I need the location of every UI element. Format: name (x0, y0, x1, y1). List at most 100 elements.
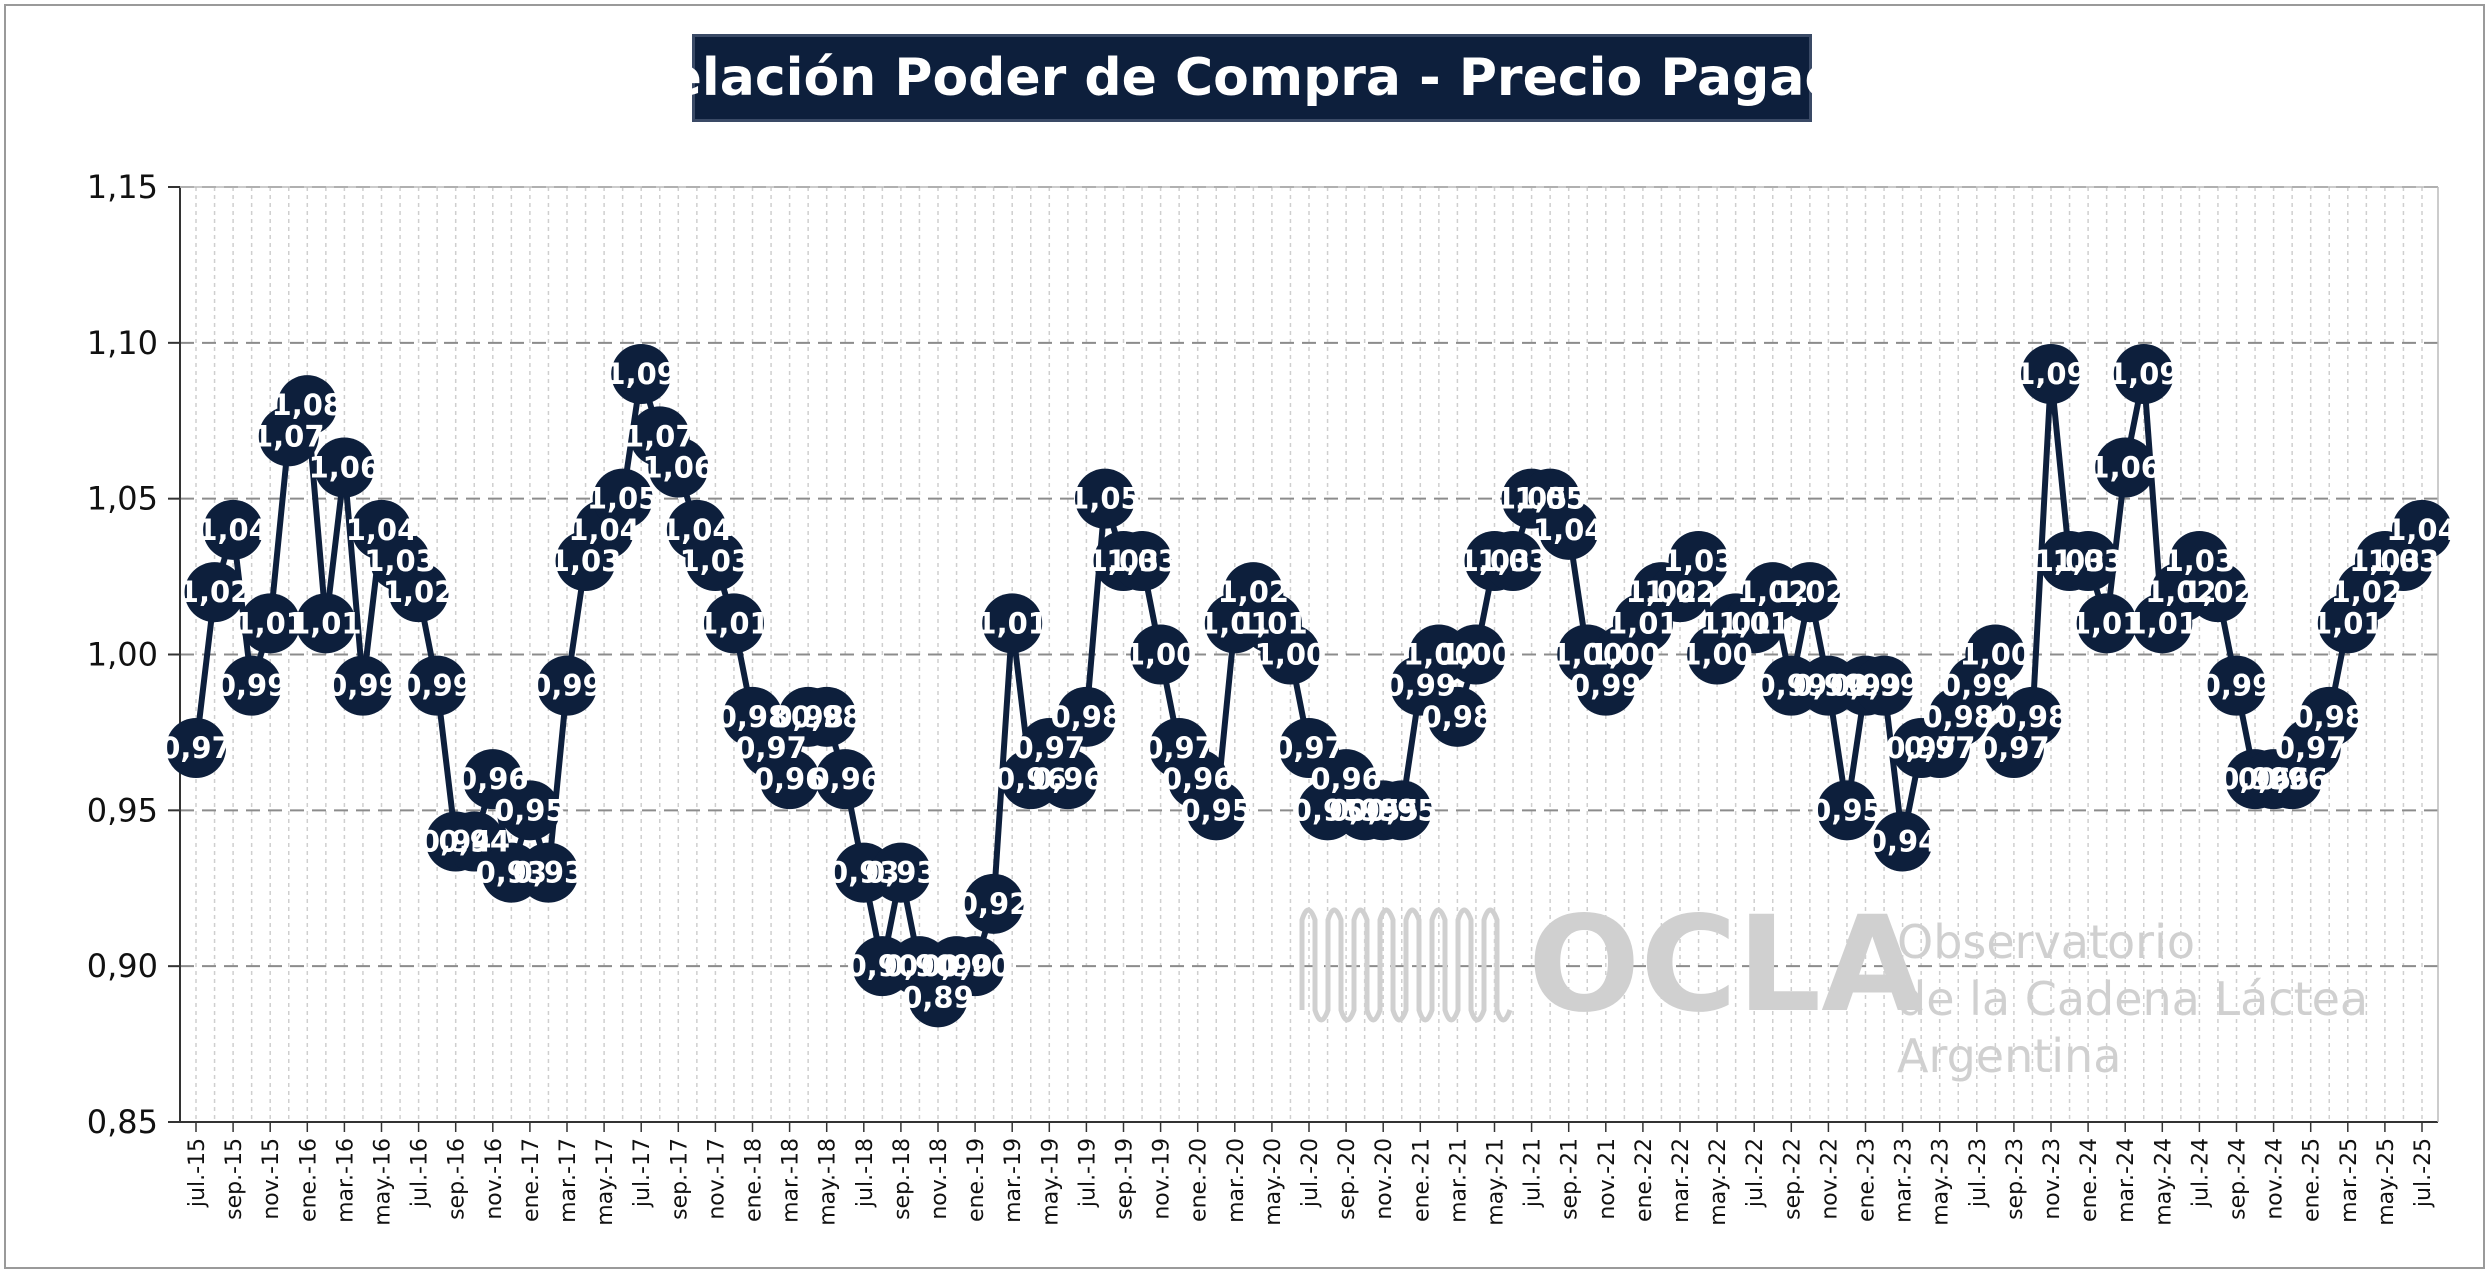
x-tick-label: jul.-15 (185, 1138, 210, 1208)
data-label: 0,95 (1366, 793, 1438, 827)
data-point (332, 655, 393, 716)
data-point (2002, 686, 2063, 747)
data-point (1779, 562, 1840, 623)
x-tick-label: mar.-16 (333, 1138, 358, 1223)
data-label: 1,04 (1533, 513, 1605, 547)
data-label: 1,05 (1069, 482, 1141, 516)
data-label: 0,99 (1756, 669, 1828, 703)
data-label: 0,90 (921, 949, 993, 983)
data-label: 1,03 (2052, 544, 2124, 578)
y-axis-ticks: 0,85 0,90 0,95 1,00 1,05 1,10 1,15 (87, 168, 180, 1141)
data-point (2058, 531, 2119, 591)
data-point (166, 718, 226, 778)
x-tick-label: ene.-20 (1187, 1138, 1212, 1222)
data-label: 0,99 (401, 669, 473, 703)
x-tick-label: jul.-19 (1075, 1138, 1100, 1208)
data-label: 1,03 (680, 544, 752, 578)
data-label: 0,97 (1014, 731, 1086, 765)
data-label: 0,98 (772, 700, 844, 734)
data-label: 0,98 (1422, 700, 1494, 734)
data-label: 1,04 (346, 513, 418, 547)
data-label: 1,00 (1551, 638, 1623, 672)
x-tick-label: ene.-24 (2077, 1138, 2102, 1222)
data-label: 0,93 (513, 856, 585, 890)
y-tick-label: 1,00 (87, 636, 158, 674)
data-label: 1,03 (2164, 544, 2236, 578)
data-point (184, 562, 245, 623)
data-label: 1,04 (197, 513, 269, 547)
data-label: 1,03 (364, 544, 436, 578)
x-tick-label: nov.-24 (2263, 1138, 2288, 1220)
data-label: 1,04 (2386, 513, 2458, 547)
x-tick-label: mar.-17 (556, 1138, 581, 1223)
data-label: 1,01 (2312, 606, 2384, 640)
x-tick-label: jul.-18 (853, 1138, 878, 1208)
x-tick-label: jul.-22 (1743, 1138, 1768, 1208)
data-label: 0,98 (717, 700, 789, 734)
data-label: 1,02 (383, 575, 455, 609)
x-axis-ticks: jul.-15 sep.-15 nov.-15 ene.-16 mar.-16 may.-… (185, 1122, 2436, 1226)
x-tick-label: jul.-16 (408, 1138, 433, 1208)
data-label: 1,05 (1514, 482, 1586, 516)
x-tick-label: mar.-21 (1446, 1138, 1471, 1223)
data-label: 0,97 (160, 731, 232, 765)
data-label: 1,02 (1626, 575, 1698, 609)
data-label: 1,06 (2089, 451, 2161, 485)
x-tick-label: jul.-17 (630, 1138, 655, 1208)
x-tick-label: sep.-21 (1558, 1138, 1583, 1220)
data-label: 1,00 (1681, 638, 1753, 672)
data-label: 0,97 (1904, 731, 1976, 765)
y-tick-label: 0,85 (87, 1103, 158, 1141)
watermark: OCLA Observatorio de la Cadena Láctea Ar… (1299, 888, 2368, 1083)
x-tick-label: nov.-21 (1595, 1138, 1620, 1220)
data-label: 1,07 (624, 419, 696, 453)
data-label: 1,00 (1403, 638, 1475, 672)
watermark-wave (1299, 907, 1513, 1023)
data-label: 0,99 (1793, 669, 1865, 703)
data-label: 1,03 (550, 544, 622, 578)
data-point (2187, 562, 2248, 623)
data-point (703, 593, 764, 654)
x-tick-label: mar.-19 (1001, 1138, 1026, 1223)
data-point (2392, 499, 2452, 560)
data-point (388, 562, 449, 623)
data-point (277, 375, 338, 436)
x-tick-label: ene.-22 (1632, 1138, 1657, 1222)
data-label: 0,96 (2219, 762, 2291, 796)
data-label: 1,03 (1477, 544, 1549, 578)
data-point (314, 437, 375, 498)
data-label: 0,94 (438, 825, 510, 859)
data-label: 1,01 (2071, 606, 2143, 640)
data-point (407, 655, 468, 716)
data-point (870, 842, 931, 903)
data-label: 1,03 (1088, 544, 1160, 578)
data-label: 1,03 (2349, 544, 2421, 578)
data-label: 1,01 (1718, 606, 1790, 640)
data-point (796, 686, 857, 747)
data-label: 1,02 (2145, 575, 2217, 609)
x-tick-label: sep.-15 (222, 1138, 247, 1220)
data-label: 0,96 (457, 762, 529, 796)
data-label: 1,06 (309, 451, 381, 485)
data-point (815, 749, 876, 810)
data-label: 1,02 (179, 575, 251, 609)
x-tick-label: ene.-17 (519, 1138, 544, 1222)
x-tick-label: sep.-18 (890, 1138, 915, 1220)
data-label: 0,99 (1570, 669, 1642, 703)
data-point (982, 593, 1043, 654)
y-tick-label: 1,05 (87, 480, 158, 518)
data-point (221, 655, 282, 716)
x-tick-label: nov.-15 (259, 1138, 284, 1220)
x-tick-label: may.-25 (2374, 1138, 2399, 1226)
x-tick-label: ene.-16 (296, 1138, 321, 1222)
x-tick-label: ene.-18 (742, 1138, 767, 1222)
x-tick-label: may.-24 (2151, 1138, 2176, 1226)
data-label: 0,89 (902, 980, 974, 1014)
x-tick-label: jul.-25 (2411, 1138, 2436, 1208)
data-label: 0,94 (420, 825, 492, 859)
x-tick-label: mar.-18 (779, 1138, 804, 1223)
data-label: 0,95 (1292, 793, 1364, 827)
data-label: 1,01 (698, 606, 770, 640)
data-label: 0,94 (1867, 825, 1939, 859)
x-tick-label: jul.-20 (1298, 1138, 1323, 1208)
